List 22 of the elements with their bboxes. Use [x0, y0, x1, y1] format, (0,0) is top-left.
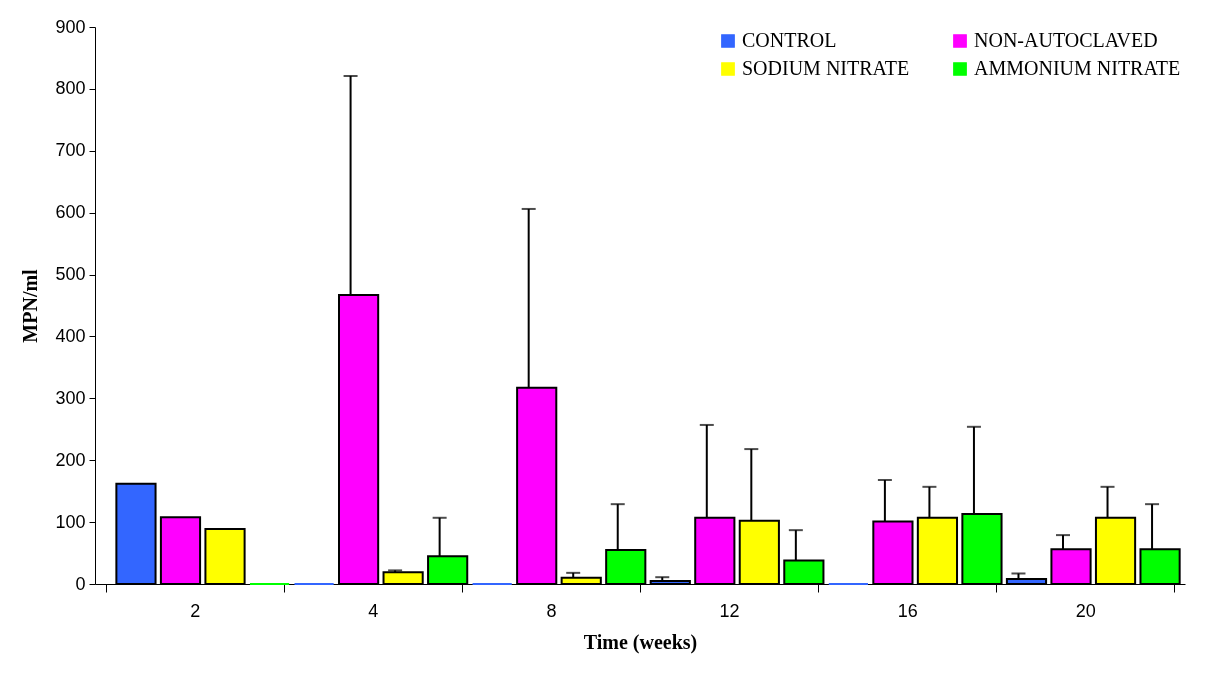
x-tick-label: 2 [190, 600, 201, 621]
y-tick-label: 400 [55, 325, 86, 346]
x-tick-label: 20 [1075, 600, 1096, 621]
legend-label: NON-AUTOCLAVED [974, 29, 1158, 51]
y-tick-label: 0 [75, 573, 86, 594]
y-tick-label: 700 [55, 140, 86, 161]
x-tick-label: 16 [897, 600, 918, 621]
y-tick-label: 600 [55, 202, 86, 223]
x-axis-title: Time (weeks) [583, 630, 698, 654]
y-axis-title: MPN/ml [19, 268, 42, 343]
y-tick-label: 800 [55, 78, 86, 99]
x-tick-label: 8 [546, 600, 557, 621]
legend-label: SODIUM NITRATE [742, 57, 910, 79]
y-tick-label: 500 [55, 264, 86, 285]
y-tick-label: 300 [55, 387, 86, 408]
legend-label: AMMONIUM NITRATE [974, 57, 1181, 79]
x-tick-label: 4 [368, 600, 379, 621]
legend-label: CONTROL [742, 29, 837, 51]
x-tick-label: 12 [719, 600, 740, 621]
y-tick-label: 900 [55, 16, 86, 37]
y-tick-label: 100 [55, 511, 86, 532]
y-tick-label: 200 [55, 449, 86, 470]
